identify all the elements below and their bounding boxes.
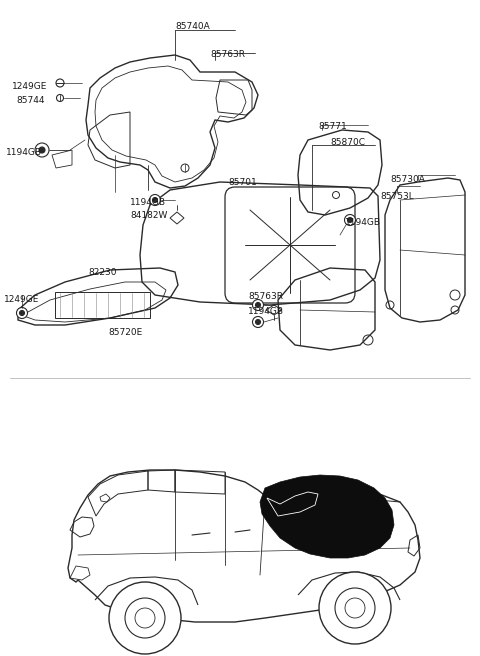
Text: 1249GE: 1249GE: [12, 82, 48, 91]
Circle shape: [252, 300, 264, 310]
Circle shape: [35, 143, 49, 157]
Text: 1194GB: 1194GB: [248, 307, 284, 316]
Circle shape: [252, 316, 264, 327]
Circle shape: [149, 194, 160, 205]
Text: 82230: 82230: [88, 268, 117, 277]
Circle shape: [319, 572, 391, 644]
Text: 85870C: 85870C: [330, 138, 365, 147]
Text: 85730A: 85730A: [390, 175, 425, 184]
Text: 1249GE: 1249GE: [4, 295, 39, 304]
Circle shape: [109, 582, 181, 654]
Text: 1194GB: 1194GB: [345, 218, 381, 227]
Circle shape: [153, 197, 157, 203]
Circle shape: [255, 319, 261, 325]
Text: 85701: 85701: [228, 178, 257, 187]
Circle shape: [125, 598, 165, 638]
Circle shape: [39, 147, 45, 153]
Bar: [55, 292, 150, 318]
Circle shape: [20, 310, 24, 316]
Circle shape: [348, 218, 352, 222]
Circle shape: [255, 302, 261, 308]
Polygon shape: [260, 475, 394, 558]
Text: 85753L: 85753L: [380, 192, 414, 201]
Circle shape: [135, 608, 155, 628]
Text: 85771: 85771: [318, 122, 347, 131]
Text: 85744: 85744: [16, 96, 45, 105]
Text: 1194GB: 1194GB: [6, 148, 42, 157]
Circle shape: [345, 215, 356, 226]
Text: 84182W: 84182W: [130, 211, 168, 220]
Text: 85763R: 85763R: [210, 50, 245, 59]
Circle shape: [345, 598, 365, 618]
Text: 85720E: 85720E: [108, 328, 142, 337]
Circle shape: [335, 588, 375, 628]
Text: 85740A: 85740A: [175, 22, 210, 31]
Text: 1194GB: 1194GB: [130, 198, 166, 207]
Circle shape: [16, 308, 27, 319]
Text: 85763R: 85763R: [248, 292, 283, 301]
